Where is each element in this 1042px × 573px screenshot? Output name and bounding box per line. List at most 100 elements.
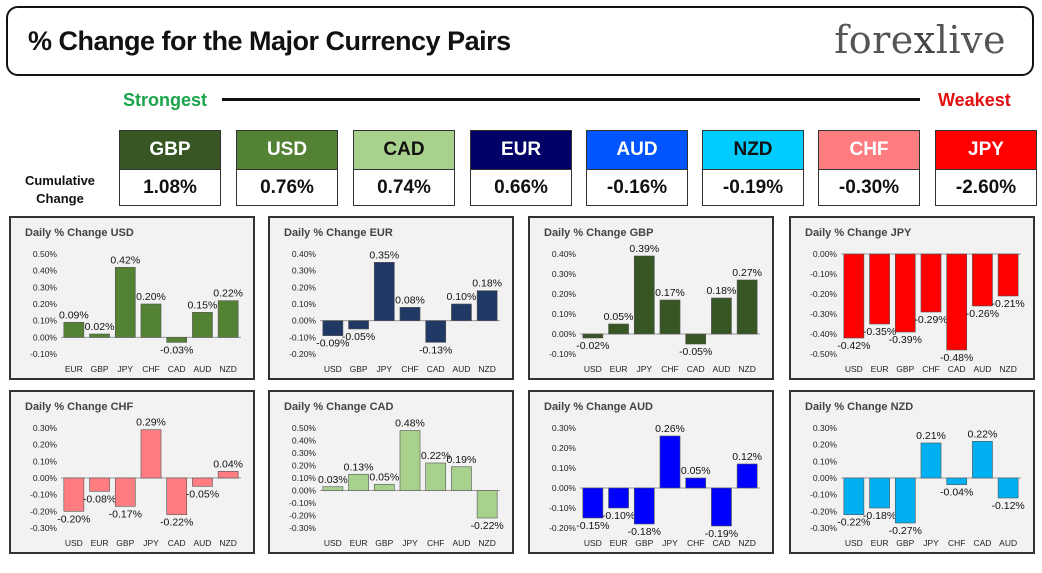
summary-currency: NZD <box>703 131 803 170</box>
x-tick-label: NZD <box>999 364 1016 374</box>
x-tick-label: EUR <box>350 538 368 548</box>
x-tick-label: CAD <box>712 538 730 548</box>
data-label: -0.15% <box>576 520 609 532</box>
bar-nzd <box>217 300 239 338</box>
summary-box-chf: CHF -0.30% <box>818 130 920 206</box>
x-tick-label: NZD <box>478 364 495 374</box>
x-tick-label: USD <box>324 364 342 374</box>
x-tick-label: USD <box>584 538 602 548</box>
x-tick-label: GBP <box>116 538 134 548</box>
bar-chf <box>685 477 707 489</box>
bar-nzd <box>476 290 498 321</box>
x-tick-label: GBP <box>91 364 109 374</box>
data-label: 0.26% <box>655 423 685 435</box>
bar-jpy <box>373 262 395 321</box>
y-tick-label: -0.20% <box>810 506 837 516</box>
y-tick-label: 0.10% <box>552 463 577 473</box>
summary-box-jpy: JPY -2.60% <box>935 130 1037 206</box>
y-tick-label: 0.50% <box>292 423 317 433</box>
x-tick-label: GBP <box>896 364 914 374</box>
y-tick-label: 0.00% <box>33 473 58 483</box>
data-label: -0.02% <box>576 340 609 352</box>
y-tick-label: -0.10% <box>289 498 316 508</box>
data-label: 0.20% <box>136 291 166 303</box>
chart-title: Daily % Change JPY <box>805 227 912 239</box>
bar-eur <box>608 323 629 335</box>
bar-aud <box>192 312 213 338</box>
y-tick-label: 0.10% <box>292 473 317 483</box>
y-tick-label: -0.10% <box>549 349 576 359</box>
chart-svg: Daily % Change CAD -0.30% -0.20% -0.10% 0.00… <box>284 401 504 548</box>
data-label: -0.05% <box>342 331 375 343</box>
y-tick-label: -0.30% <box>30 523 57 533</box>
x-tick-label: NZD <box>219 364 236 374</box>
data-label: 0.22% <box>421 450 451 462</box>
data-label: 0.03% <box>318 474 348 486</box>
y-tick-label: 0.10% <box>292 299 317 309</box>
x-tick-label: CAD <box>973 538 991 548</box>
y-tick-label: 0.40% <box>33 266 58 276</box>
chart-title: Daily % Change USD <box>25 227 134 239</box>
x-tick-label: CAD <box>168 364 186 374</box>
y-tick-label: -0.10% <box>549 503 576 513</box>
data-label: 0.09% <box>59 309 89 321</box>
y-tick-label: 0.00% <box>292 486 317 496</box>
y-tick-label: 0.40% <box>552 249 577 259</box>
chart-panel-2: Daily % Change EUR -0.20% -0.10% 0.00% 0.10%… <box>268 216 514 380</box>
bar-gbp <box>348 320 369 330</box>
data-label: 0.17% <box>655 287 685 299</box>
y-tick-label: 0.00% <box>813 473 838 483</box>
data-label: 0.39% <box>629 243 659 255</box>
data-label: 0.18% <box>707 285 737 297</box>
bar-eur <box>608 487 629 509</box>
bar-aud <box>997 477 1019 499</box>
data-label: -0.21% <box>992 298 1025 310</box>
y-tick-label: 0.30% <box>813 423 838 433</box>
chart-panel-1: Daily % Change USD -0.10% 0.00% 0.10% 0.20% 0… <box>9 216 255 380</box>
bar-aud <box>192 477 213 487</box>
y-tick-label: -0.10% <box>30 349 57 359</box>
chart-title: Daily % Change CHF <box>25 401 133 413</box>
bar-gbp <box>373 483 395 491</box>
y-tick-label: 0.30% <box>292 448 317 458</box>
y-tick-label: 0.20% <box>292 282 317 292</box>
chart-panel-5: Daily % Change CHF -0.30% -0.20% -0.10% 0.00… <box>9 390 255 554</box>
data-label: -0.35% <box>863 326 896 338</box>
forexlive-logo: forexlive <box>834 18 1006 62</box>
data-label: 0.05% <box>681 465 711 477</box>
y-tick-label: 0.30% <box>552 269 577 279</box>
data-label: -0.03% <box>160 344 193 356</box>
chart-svg: Daily % Change NZD -0.30% -0.20% -0.10% 0.00… <box>805 401 1025 548</box>
data-label: -0.18% <box>628 526 661 538</box>
y-tick-label: 0.30% <box>552 423 577 433</box>
summary-box-aud: AUD -0.16% <box>586 130 688 206</box>
data-label: 0.42% <box>110 254 140 266</box>
data-label: 0.21% <box>916 430 946 442</box>
y-tick-label: 0.10% <box>33 316 58 326</box>
x-tick-label: NZD <box>478 538 495 548</box>
bar-nzd <box>476 490 498 519</box>
y-tick-label: 0.50% <box>33 249 58 259</box>
y-tick-label: 0.20% <box>552 443 577 453</box>
data-label: 0.19% <box>447 454 477 466</box>
cumulative-change-label: Cumulative Change <box>24 173 96 206</box>
bar-nzd <box>736 463 758 489</box>
bar-aud <box>711 297 732 335</box>
data-label: 0.05% <box>369 471 399 483</box>
chart-svg: Daily % Change AUD -0.20% -0.10% 0.00% 0.10%… <box>544 401 762 548</box>
y-tick-label: -0.10% <box>810 269 837 279</box>
data-label: -0.22% <box>837 517 870 529</box>
x-tick-label: CAD <box>168 538 186 548</box>
y-tick-label: -0.20% <box>549 523 576 533</box>
x-tick-label: AUD <box>999 538 1017 548</box>
data-label: -0.22% <box>160 517 193 529</box>
bar-gbp <box>89 333 110 338</box>
x-tick-label: JPY <box>923 538 939 548</box>
bar-chf <box>399 307 421 321</box>
y-tick-label: 0.30% <box>33 423 58 433</box>
page-title: % Change for the Major Currency Pairs <box>28 26 511 56</box>
x-tick-label: CHF <box>948 538 965 548</box>
summary-value: 1.08% <box>143 177 197 198</box>
bar-eur <box>348 473 369 491</box>
data-label: -0.26% <box>966 308 999 320</box>
